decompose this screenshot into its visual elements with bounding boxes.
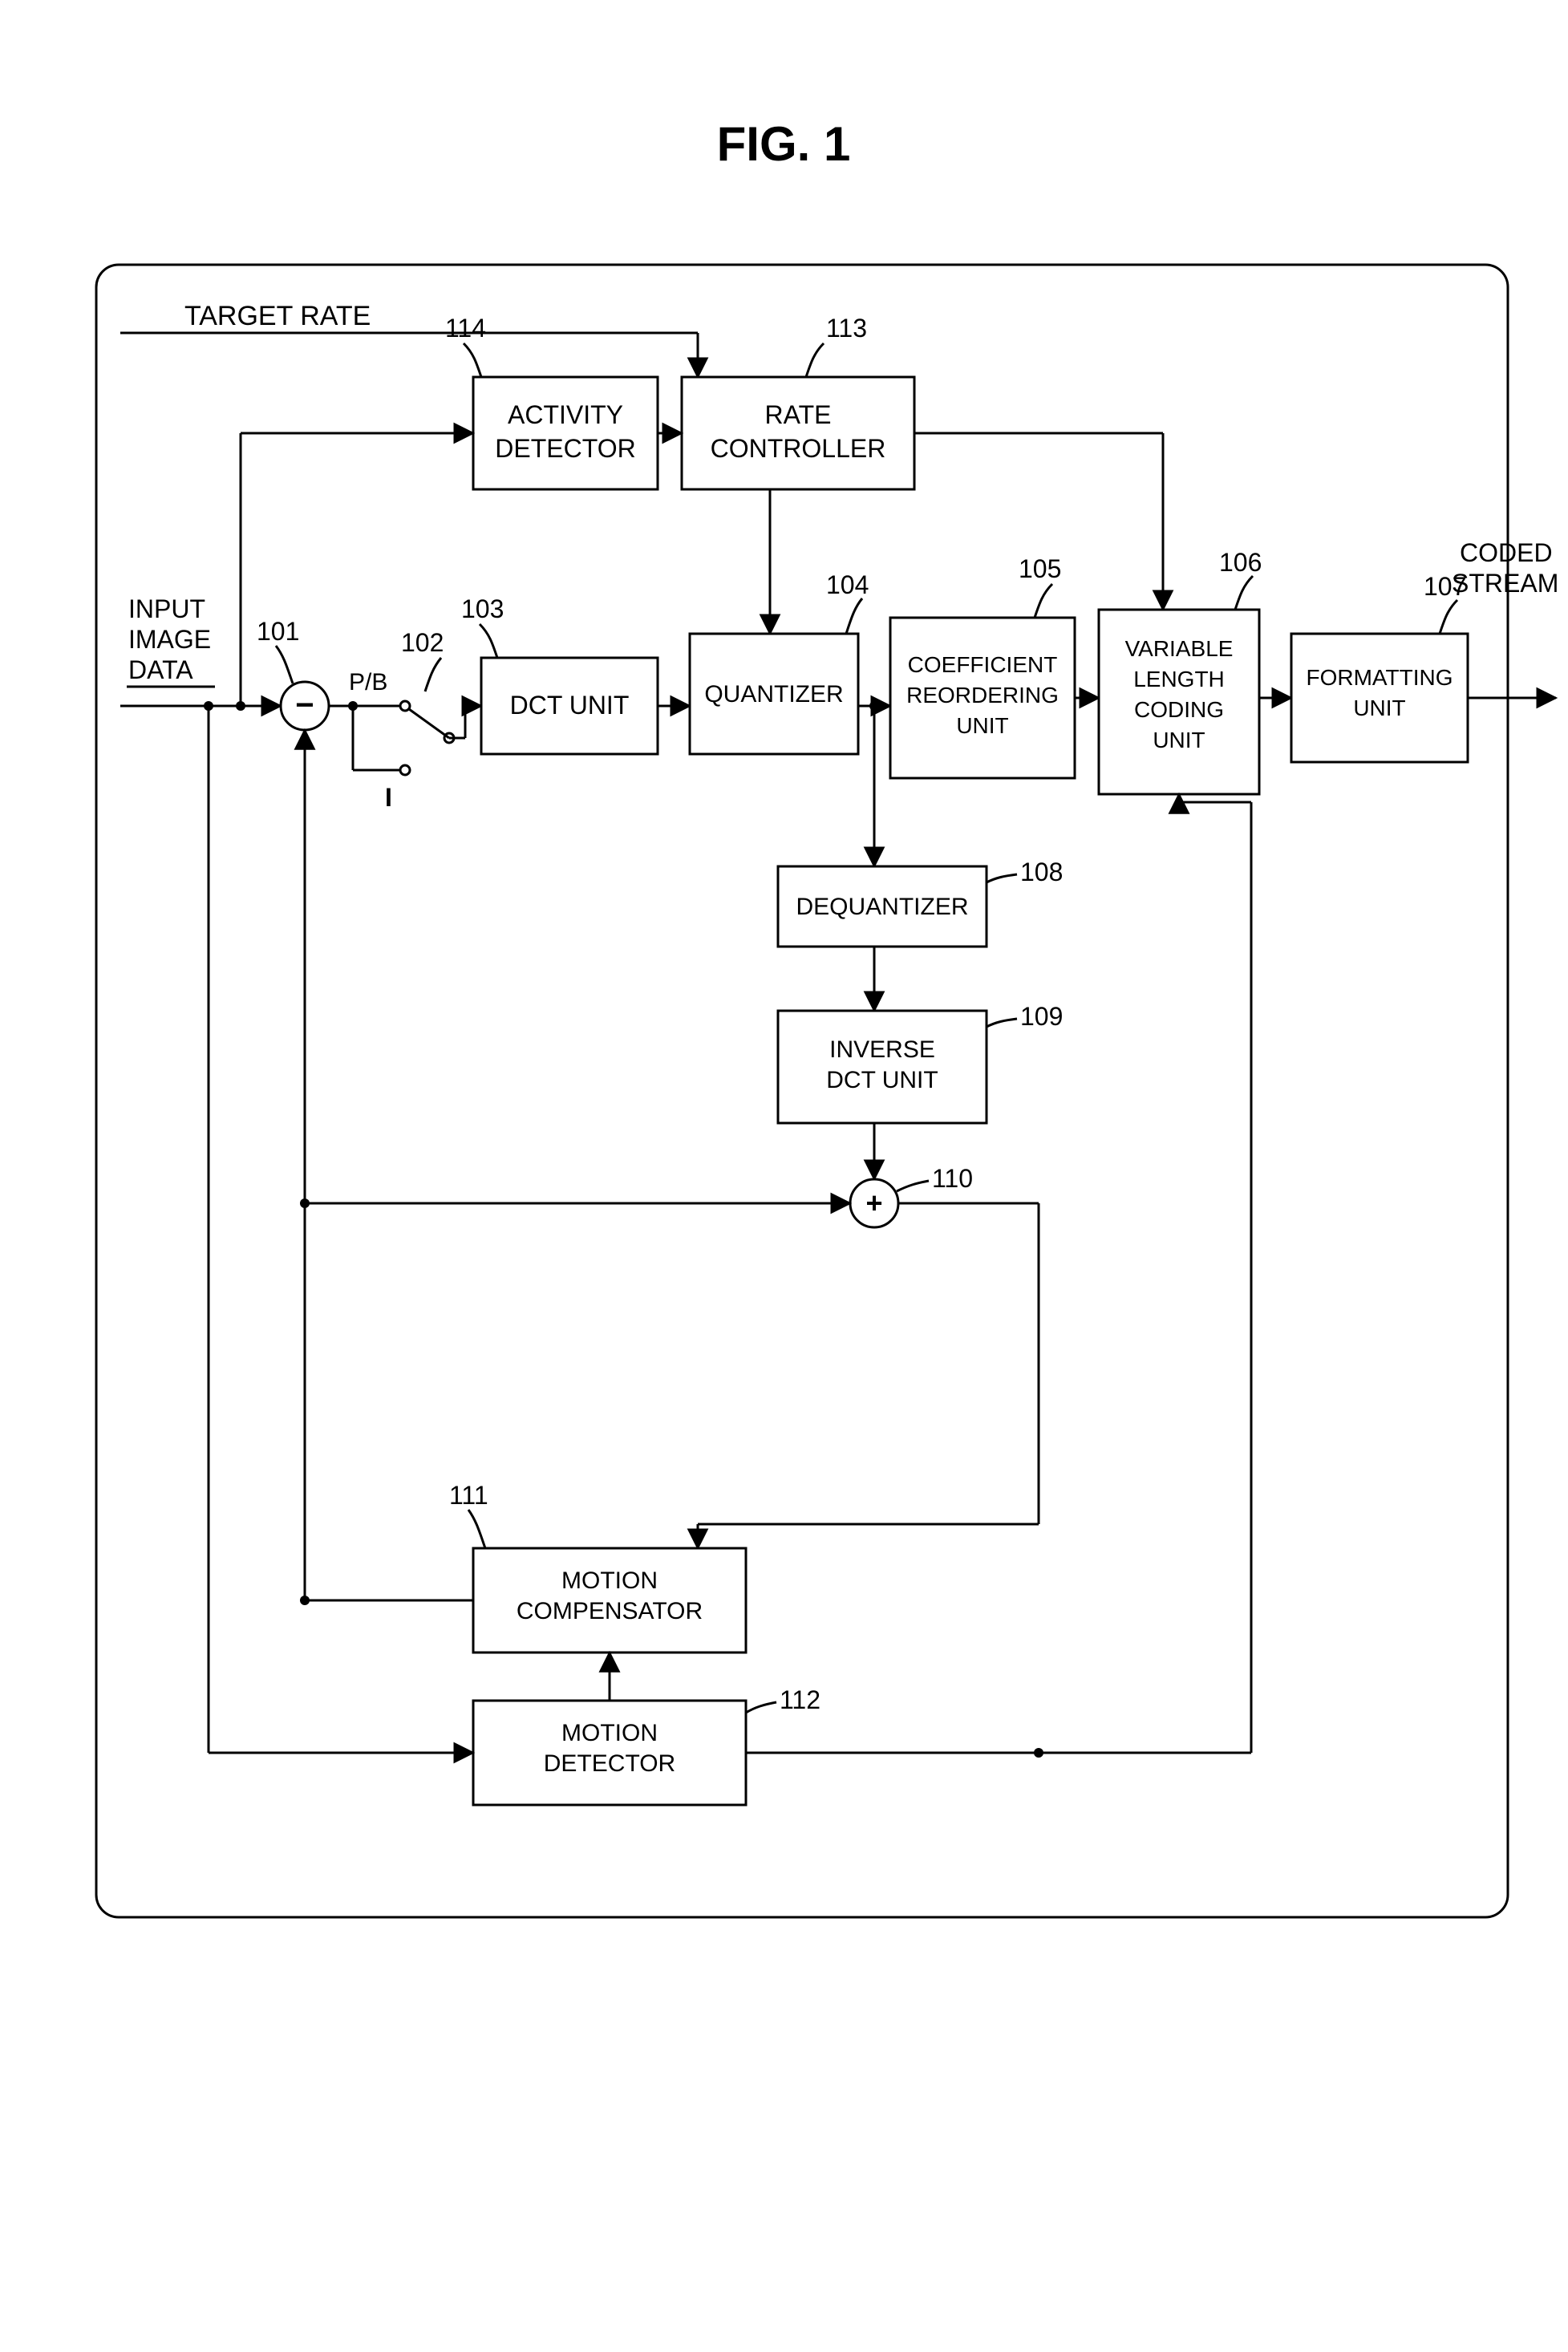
ref-110: 110 — [932, 1164, 973, 1193]
ref-112: 112 — [780, 1685, 820, 1714]
svg-text:MOTION: MOTION — [561, 1567, 658, 1594]
svg-text:DETECTOR: DETECTOR — [495, 434, 635, 463]
formatting-block: FORMATTING UNIT — [1291, 634, 1468, 762]
quantizer-block: QUANTIZER — [690, 634, 858, 754]
dct-unit-block: DCT UNIT — [481, 658, 658, 754]
ref-111: 111 — [449, 1481, 488, 1510]
svg-text:ACTIVITY: ACTIVITY — [508, 400, 623, 429]
svg-text:UNIT: UNIT — [956, 713, 1008, 738]
svg-text:FORMATTING: FORMATTING — [1306, 665, 1453, 690]
rate-controller-block: RATE CONTROLLER — [682, 377, 914, 489]
svg-text:INPUT: INPUT — [128, 594, 205, 623]
svg-text:DATA: DATA — [128, 655, 193, 684]
svg-text:INVERSE: INVERSE — [829, 1036, 935, 1063]
svg-text:UNIT: UNIT — [1153, 728, 1205, 752]
activity-detector-block: ACTIVITY DETECTOR — [473, 377, 658, 489]
svg-text:IMAGE: IMAGE — [128, 625, 211, 654]
switch-i-label: I — [385, 783, 392, 812]
ref-103: 103 — [461, 594, 504, 623]
ref-114: 114 — [445, 314, 486, 343]
block-diagram: FIG. 1 TARGET RATE ACTIVITY DETECTOR 114… — [0, 0, 1568, 2352]
adder: + — [850, 1179, 898, 1227]
svg-text:COEFFICIENT: COEFFICIENT — [908, 652, 1058, 677]
svg-text:CODING: CODING — [1134, 697, 1224, 722]
svg-text:CODED: CODED — [1460, 538, 1553, 567]
ref-104: 104 — [826, 570, 869, 599]
vlc-block: VARIABLE LENGTH CODING UNIT — [1099, 610, 1259, 794]
svg-text:DCT UNIT: DCT UNIT — [826, 1067, 938, 1093]
subtractor: − — [281, 682, 329, 730]
svg-text:MOTION: MOTION — [561, 1720, 658, 1746]
ref-108: 108 — [1020, 858, 1063, 886]
svg-text:VARIABLE: VARIABLE — [1125, 636, 1234, 661]
ref-105: 105 — [1019, 554, 1061, 583]
ref-109: 109 — [1020, 1002, 1063, 1031]
target-rate-label: TARGET RATE — [184, 301, 371, 331]
ref-102: 102 — [401, 628, 444, 657]
ref-113: 113 — [826, 314, 867, 343]
svg-text:LENGTH: LENGTH — [1133, 667, 1225, 691]
ref-106: 106 — [1219, 548, 1262, 577]
svg-text:+: + — [865, 1186, 882, 1219]
svg-text:STREAM: STREAM — [1452, 569, 1558, 598]
motion-compensator-block: MOTION COMPENSATOR — [473, 1548, 746, 1652]
svg-text:QUANTIZER: QUANTIZER — [704, 681, 843, 708]
svg-text:DEQUANTIZER: DEQUANTIZER — [796, 894, 968, 920]
svg-text:DCT UNIT: DCT UNIT — [510, 691, 630, 720]
motion-detector-block: MOTION DETECTOR — [473, 1701, 746, 1805]
svg-text:UNIT: UNIT — [1353, 695, 1405, 720]
dequantizer-block: DEQUANTIZER — [778, 866, 987, 947]
inverse-dct-block: INVERSE DCT UNIT — [778, 1011, 987, 1123]
coeff-reordering-block: COEFFICIENT REORDERING UNIT — [890, 618, 1075, 778]
svg-text:RATE: RATE — [765, 400, 832, 429]
svg-text:CONTROLLER: CONTROLLER — [711, 434, 886, 463]
svg-text:COMPENSATOR: COMPENSATOR — [517, 1598, 703, 1624]
svg-text:REORDERING: REORDERING — [906, 683, 1059, 708]
switch-pb-label: P/B — [349, 669, 387, 695]
figure-title: FIG. 1 — [717, 117, 851, 171]
svg-text:DETECTOR: DETECTOR — [544, 1750, 675, 1777]
ref-101: 101 — [257, 617, 299, 646]
svg-text:−: − — [295, 687, 314, 723]
